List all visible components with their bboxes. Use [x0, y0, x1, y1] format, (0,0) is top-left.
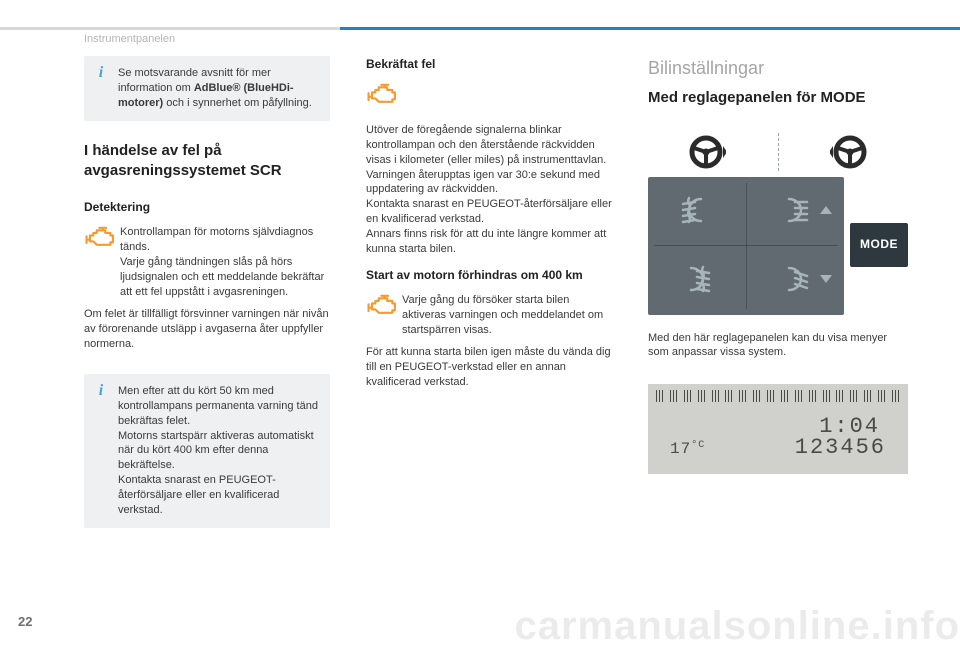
topbar-blue — [340, 27, 960, 30]
engine-warning-text: Kontrollampan för motorns självdiagnos t… — [120, 225, 330, 299]
engine-warning-block: Varje gång du försöker starta bilen akti… — [366, 293, 612, 338]
engine-warning-text: Varje gång du försöker starta bilen akti… — [402, 293, 612, 338]
high-beam-icon — [746, 177, 842, 244]
topbar-gray — [0, 27, 340, 30]
display-top-band — [648, 390, 908, 402]
mode-button-grid — [648, 177, 844, 315]
heading-start-prevented: Start av motorn förhindras om 400 km — [366, 267, 612, 283]
watermark: carmanualsonline.info — [514, 604, 960, 649]
section-label: Instrumentpanelen — [84, 33, 175, 45]
paragraph: För att kunna starta bilen igen måste du… — [366, 345, 612, 390]
info-box: i Men efter att du kört 50 km med kontro… — [84, 374, 330, 528]
info-text: Men efter att du kört 50 km med kontroll… — [118, 384, 318, 518]
heading-detection: Detektering — [84, 199, 330, 215]
info-text-post: och i synnerhet om påfyllning. — [163, 97, 312, 109]
engine-icon — [366, 293, 402, 324]
info-icon: i — [92, 64, 110, 82]
engine-icon — [366, 82, 612, 113]
info-box: i Se motsvarande avsnitt för mer informa… — [84, 56, 330, 121]
heading-mode-panel: Med reglagepanelen för MODE — [648, 88, 908, 108]
steering-wheel-icon — [686, 132, 726, 172]
heading-confirmed-fault: Bekräftat fel — [366, 56, 612, 72]
dashboard-display-illustration: 1:04 17°C 123456 — [648, 384, 908, 474]
columns: i Se motsvarande avsnitt för mer informa… — [84, 56, 904, 548]
manual-page: Instrumentpanelen i Se motsvarande avsni… — [0, 0, 960, 649]
steering-wheel-icon — [830, 132, 870, 172]
low-beam-icon — [746, 246, 842, 313]
column-3: Bilinställningar Med reglagepanelen för … — [648, 56, 908, 548]
mode-button[interactable]: MODE — [850, 223, 908, 267]
engine-warning-block: Kontrollampan för motorns självdiagnos t… — [84, 225, 330, 299]
caption: Med den här reglagepanelen kan du visa m… — [648, 331, 908, 361]
up-triangle-icon — [820, 206, 832, 214]
topbar — [0, 27, 960, 30]
column-1: i Se motsvarande avsnitt för mer informa… — [84, 56, 330, 548]
heading-settings: Bilinställningar — [648, 56, 908, 80]
page-number: 22 — [18, 614, 32, 629]
column-2: Bekräftat fel Utöver de föregående signa… — [366, 56, 612, 548]
mode-panel-illustration: MODE — [648, 127, 908, 317]
divider-dashed — [778, 133, 779, 171]
front-fog-light-icon — [648, 177, 744, 244]
heading-scr-fault: I händelse av fel på avgasreningssysteme… — [84, 141, 330, 182]
paragraph: Om felet är tillfälligt försvinner varni… — [84, 307, 330, 352]
paragraph: Utöver de föregående signalerna blinkar … — [366, 123, 612, 257]
info-icon: i — [92, 382, 110, 400]
display-odometer: 123456 — [795, 433, 886, 463]
engine-icon — [84, 225, 120, 256]
down-triangle-icon — [820, 275, 832, 283]
mode-button-label: MODE — [860, 236, 898, 252]
rear-fog-light-icon — [648, 246, 744, 313]
display-temperature: 17°C — [670, 439, 705, 461]
